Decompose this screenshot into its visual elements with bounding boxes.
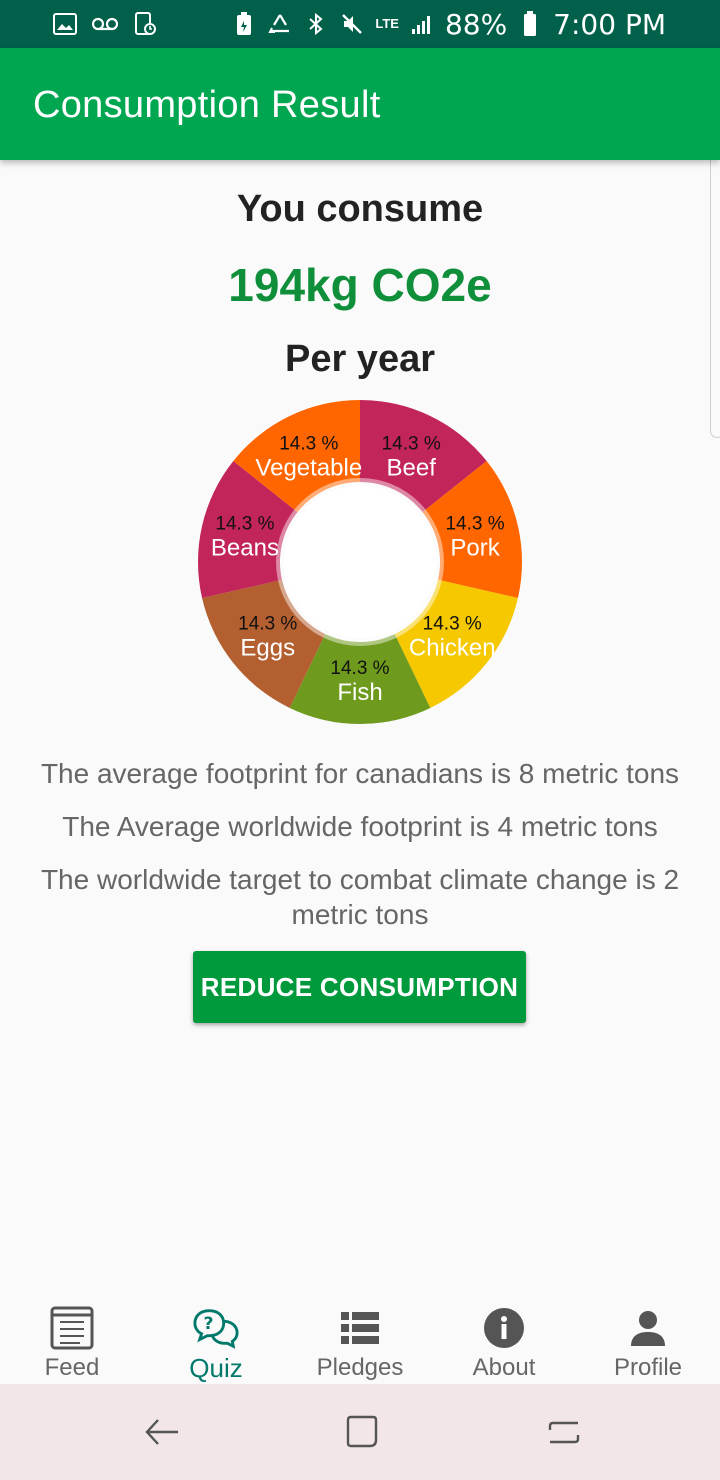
- slice-value-label: 14.3 %: [279, 434, 338, 455]
- info-icon: [480, 1304, 528, 1352]
- image-icon: [52, 12, 78, 36]
- slice-value-label: 14.3 %: [423, 614, 482, 635]
- battery-icon: [517, 11, 543, 36]
- pledges-icon: [336, 1304, 384, 1352]
- tab-quiz[interactable]: ? Quiz: [144, 1296, 288, 1384]
- feed-icon: [48, 1304, 96, 1352]
- slice-beans[interactable]: [198, 460, 298, 599]
- slice-value-label: 14.3 %: [330, 658, 389, 679]
- slice-category-label: Vegetable: [255, 455, 362, 482]
- worldwide-average-text: The Average worldwide footprint is 4 met…: [62, 811, 658, 842]
- worldwide-target-text: The worldwide target to combat climate c…: [40, 864, 680, 930]
- slice-category-label: Beans: [211, 535, 279, 562]
- slice-vegetable[interactable]: [233, 400, 360, 513]
- tab-feed-label: Feed: [44, 1354, 100, 1381]
- slice-category-label: Eggs: [240, 635, 295, 662]
- tab-about[interactable]: About: [432, 1296, 576, 1384]
- slice-chicken[interactable]: [394, 579, 518, 708]
- bottom-nav: Feed ? Quiz Pledges About Profile: [0, 1296, 720, 1384]
- page-title: Consumption Result: [33, 84, 381, 126]
- network-type: LTE: [375, 16, 399, 31]
- clock: 7:00 PM: [553, 7, 666, 41]
- tab-profile[interactable]: Profile: [576, 1296, 720, 1384]
- slice-fish[interactable]: [289, 634, 431, 724]
- consume-heading: You consume: [236, 188, 484, 230]
- screen-time-icon: [132, 12, 158, 36]
- slice-category-label: Beef: [387, 455, 437, 482]
- tab-pledges[interactable]: Pledges: [288, 1296, 432, 1384]
- system-nav: [0, 1384, 720, 1480]
- back-icon[interactable]: [142, 1412, 182, 1452]
- slice-value-label: 14.3 %: [215, 514, 274, 535]
- signal-icon: [409, 12, 435, 36]
- profile-icon: [624, 1304, 672, 1352]
- consumption-period: Per year: [284, 338, 435, 380]
- slice-category-label: Chicken: [409, 635, 496, 662]
- svg-text:?: ?: [204, 1313, 214, 1333]
- tab-quiz-label: Quiz: [189, 1353, 243, 1383]
- recycle-icon: [267, 12, 293, 36]
- consumption-amount: 194kg CO2e: [228, 259, 492, 311]
- slice-category-label: Fish: [337, 679, 382, 706]
- slice-eggs[interactable]: [202, 579, 326, 708]
- battery-percent: 88%: [444, 7, 508, 41]
- bluetooth-icon: [303, 12, 329, 36]
- slice-value-label: 14.3 %: [445, 514, 504, 535]
- slice-category-label: Pork: [450, 535, 500, 562]
- recents-icon[interactable]: [544, 1412, 584, 1452]
- slice-value-label: 14.3 %: [382, 434, 441, 455]
- home-icon[interactable]: [342, 1412, 382, 1452]
- tab-profile-label: Profile: [613, 1354, 683, 1381]
- mute-icon: [339, 12, 365, 36]
- status-bar: LTE 88% 7:00 PM: [0, 0, 720, 48]
- slice-value-label: 14.3 %: [238, 614, 297, 635]
- reduce-consumption-button[interactable]: REDUCE CONSUMPTION: [193, 951, 526, 1023]
- quiz-icon: ?: [192, 1304, 240, 1351]
- voicemail-icon: [92, 12, 118, 36]
- canadian-average-text: The average footprint for canadians is 8…: [40, 758, 680, 789]
- battery-saver-icon: [231, 12, 257, 36]
- tab-feed[interactable]: Feed: [0, 1296, 144, 1384]
- consumption-donut-chart: 14.3 % Beef 14.3 % Pork 14.3 % Chicken 14.3 % F…: [180, 392, 540, 732]
- app-bar: Consumption Result: [0, 48, 720, 160]
- tab-about-label: About: [472, 1354, 536, 1381]
- donut-hole: [284, 486, 436, 638]
- tab-pledges-label: Pledges: [316, 1354, 404, 1381]
- slice-beef[interactable]: [360, 400, 487, 513]
- slice-pork[interactable]: [422, 460, 522, 599]
